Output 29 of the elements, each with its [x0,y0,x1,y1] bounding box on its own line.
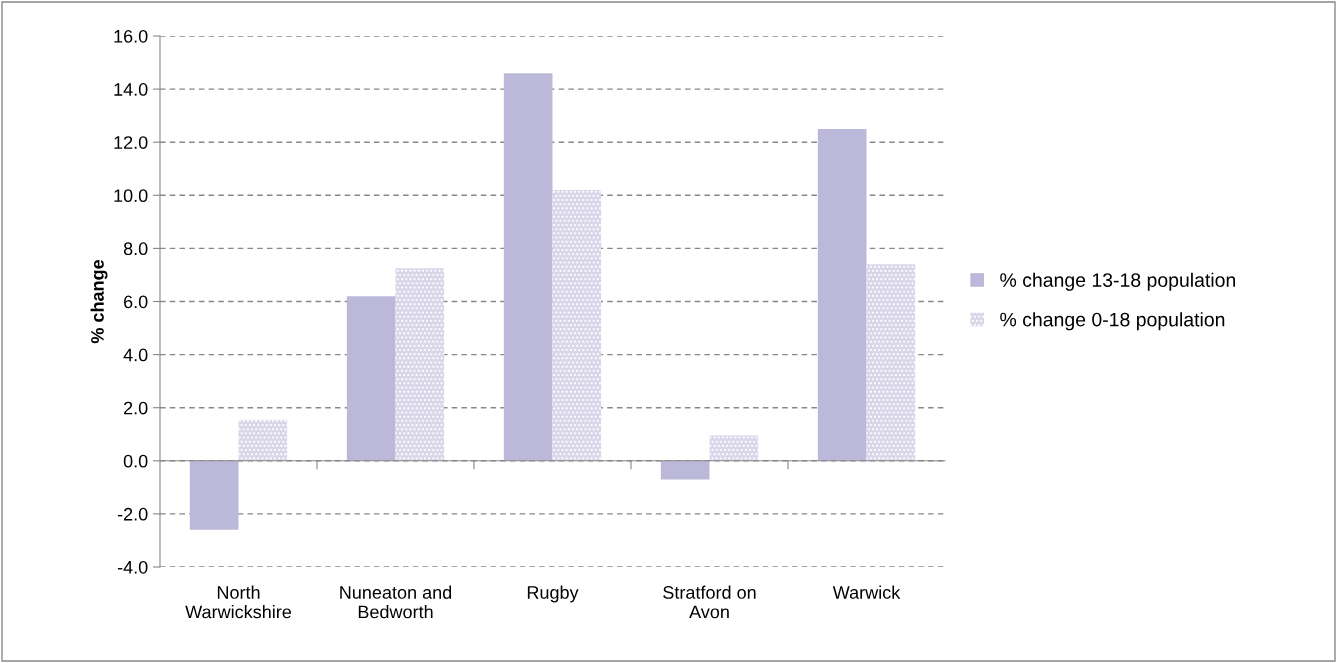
x-tick-label: Warwick [832,585,901,599]
y-tick-label: -4.0 [117,560,148,574]
x-tick-label: Nuneaton and Bedworth [340,585,452,619]
y-tick-label: 4.0 [123,348,148,362]
bar [503,73,553,461]
y-tick-label: 12.0 [114,136,148,149]
bar [189,460,239,530]
y-tick-label: 6.0 [124,295,148,309]
bar [709,435,759,461]
bar [817,128,867,461]
x-tick-label: Rugby [527,585,579,603]
y-tick-label: 16.0 [114,29,148,43]
bar [552,189,602,461]
x-tick-label: Stratford on Avon [663,585,756,619]
legend-label: % change 13-18 population [1000,272,1236,291]
bar [238,419,288,461]
y-tick-label: 2.0 [124,401,148,415]
y-tick-label: 10.0 [114,189,148,203]
x-tick-label: North Warwickshire [185,585,292,619]
y-tick-label: 14.0 [114,83,148,96]
bar [395,268,445,461]
bar [660,460,710,480]
y-tick-label: -2.0 [117,507,148,521]
bar [346,296,396,461]
y-axis-title: % change [90,259,108,344]
y-tick-label: 0.0 [123,454,148,468]
y-tick-label: 8.0 [123,242,148,256]
bar [866,264,916,461]
legend-label: % change 0-18 population [1000,312,1225,331]
